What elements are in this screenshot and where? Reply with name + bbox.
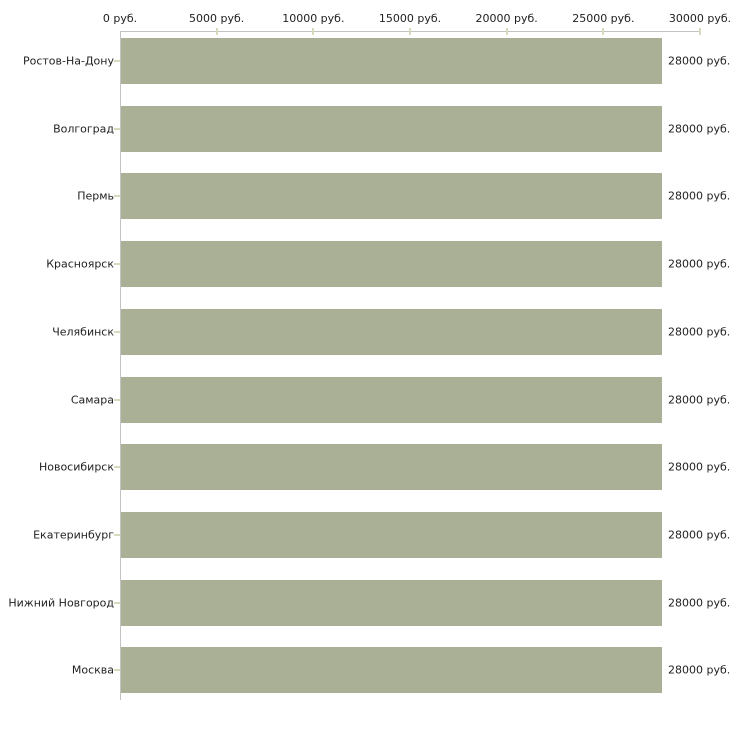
value-label: 28000 руб. [668, 122, 730, 136]
x-axis-tick [312, 28, 315, 35]
bar [121, 647, 662, 693]
bar [121, 580, 662, 626]
y-axis-tick [114, 669, 120, 671]
value-label: 28000 руб. [668, 189, 730, 203]
bar [121, 173, 662, 219]
value-label: 28000 руб. [668, 257, 730, 271]
y-axis-tick [114, 60, 120, 62]
x-axis-tick-label: 25000 руб. [572, 12, 635, 25]
category-label: Самара [70, 393, 114, 407]
x-axis-tick-label: 10000 руб. [282, 12, 345, 25]
value-label: 28000 руб. [668, 325, 730, 339]
y-axis-tick [114, 399, 120, 401]
category-label: Ростов-На-Дону [22, 54, 114, 68]
y-axis-tick [114, 534, 120, 536]
x-axis-tick-label: 5000 руб. [189, 12, 245, 25]
bar [121, 38, 662, 84]
category-label: Красноярск [46, 257, 114, 271]
bar [121, 309, 662, 355]
x-axis-tick-label: 20000 руб. [475, 12, 538, 25]
value-label: 28000 руб. [668, 54, 730, 68]
value-label: 28000 руб. [668, 596, 730, 610]
x-axis-tick [215, 28, 218, 35]
x-axis-tick [602, 28, 605, 35]
bar [121, 512, 662, 558]
x-axis-tick-label: 0 руб. [102, 12, 138, 25]
y-axis-tick [114, 128, 120, 130]
bar [121, 106, 662, 152]
category-label: Екатеринбург [33, 528, 114, 542]
y-axis-tick [114, 263, 120, 265]
x-axis-tick [505, 28, 508, 35]
y-axis-tick [114, 602, 120, 604]
x-axis-tick-label: 15000 руб. [378, 12, 442, 25]
category-label: Нижний Новгород [8, 596, 114, 610]
bar [121, 377, 662, 423]
y-axis-tick [114, 331, 120, 333]
bar [121, 241, 662, 287]
category-label: Москва [71, 663, 114, 677]
y-axis-line [120, 31, 121, 700]
x-axis-tick-label: 30000 руб. [668, 12, 730, 25]
x-axis-tick [409, 28, 411, 35]
bar [121, 444, 662, 490]
y-axis-tick [114, 466, 120, 468]
y-axis-tick [114, 195, 120, 197]
value-label: 28000 руб. [668, 393, 730, 407]
category-label: Новосибирск [38, 460, 114, 474]
value-label: 28000 руб. [668, 528, 730, 542]
category-label: Пермь [77, 189, 114, 203]
category-label: Волгоград [53, 122, 114, 136]
value-label: 28000 руб. [668, 663, 730, 677]
category-label: Челябинск [52, 325, 114, 339]
value-label: 28000 руб. [668, 460, 730, 474]
x-axis-tick [699, 28, 701, 35]
